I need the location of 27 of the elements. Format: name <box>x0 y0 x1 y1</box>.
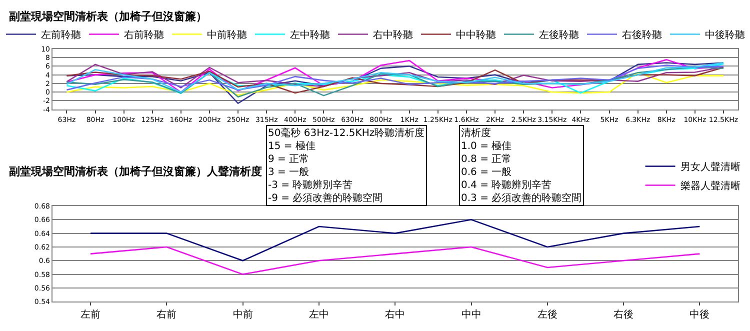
x-tick-label: 中後 <box>690 308 710 321</box>
legend-label: 右前聆聽 <box>124 29 164 42</box>
legend-label: 左前聆聽 <box>41 29 81 42</box>
x-tick-label: 左前 <box>80 308 100 321</box>
legend-label: 中中聆聽 <box>456 29 496 42</box>
text: 清析度 1.0 = 極佳 0.8 = 正常 0.6 = 一般 0.4 = 聆聽辨別辛苦 0.3 = 必須改善的聆聽空間 <box>461 127 582 204</box>
chart-title: 副堂現場空間清析表（加椅子但沒窗簾）人聲清析度 <box>9 165 262 178</box>
x-tick-label: 左中 <box>308 308 329 321</box>
legend-label: 男女人聲清晰 <box>680 161 740 174</box>
legend-label: 右後聆聽 <box>622 29 662 42</box>
x-tick-label: 右後 <box>614 308 634 321</box>
line-series <box>90 246 700 275</box>
x-tick-label: 左後 <box>537 308 558 321</box>
x-tick-label: 中前 <box>232 308 253 321</box>
x-tick-label: 右中 <box>385 308 406 321</box>
x-tick-label: 中中 <box>461 308 482 321</box>
legend-label: 左中聆聽 <box>290 29 330 42</box>
legend-label: 中前聆聽 <box>207 29 247 42</box>
legend-label: 樂器人聲清晰 <box>680 180 740 192</box>
x-tick-label: 右前 <box>156 308 177 321</box>
legend-label: 右中聆聽 <box>373 29 413 42</box>
line-series <box>90 219 700 262</box>
chart-title: 副堂現場空間清析表（加椅子但沒窗簾） <box>9 10 207 23</box>
text: 50毫秒 63Hz-12.5KHz聆聽清析度 15 = 極佳 9 = 正常 3 = 一般 -3 = 聆聽辨別辛苦 -9 = 必須改善的聆聽空間 <box>268 127 425 204</box>
line-series <box>66 72 724 96</box>
legend-label: 左後聆聽 <box>539 29 579 42</box>
legend-label: 中後聆聽 <box>705 29 745 42</box>
